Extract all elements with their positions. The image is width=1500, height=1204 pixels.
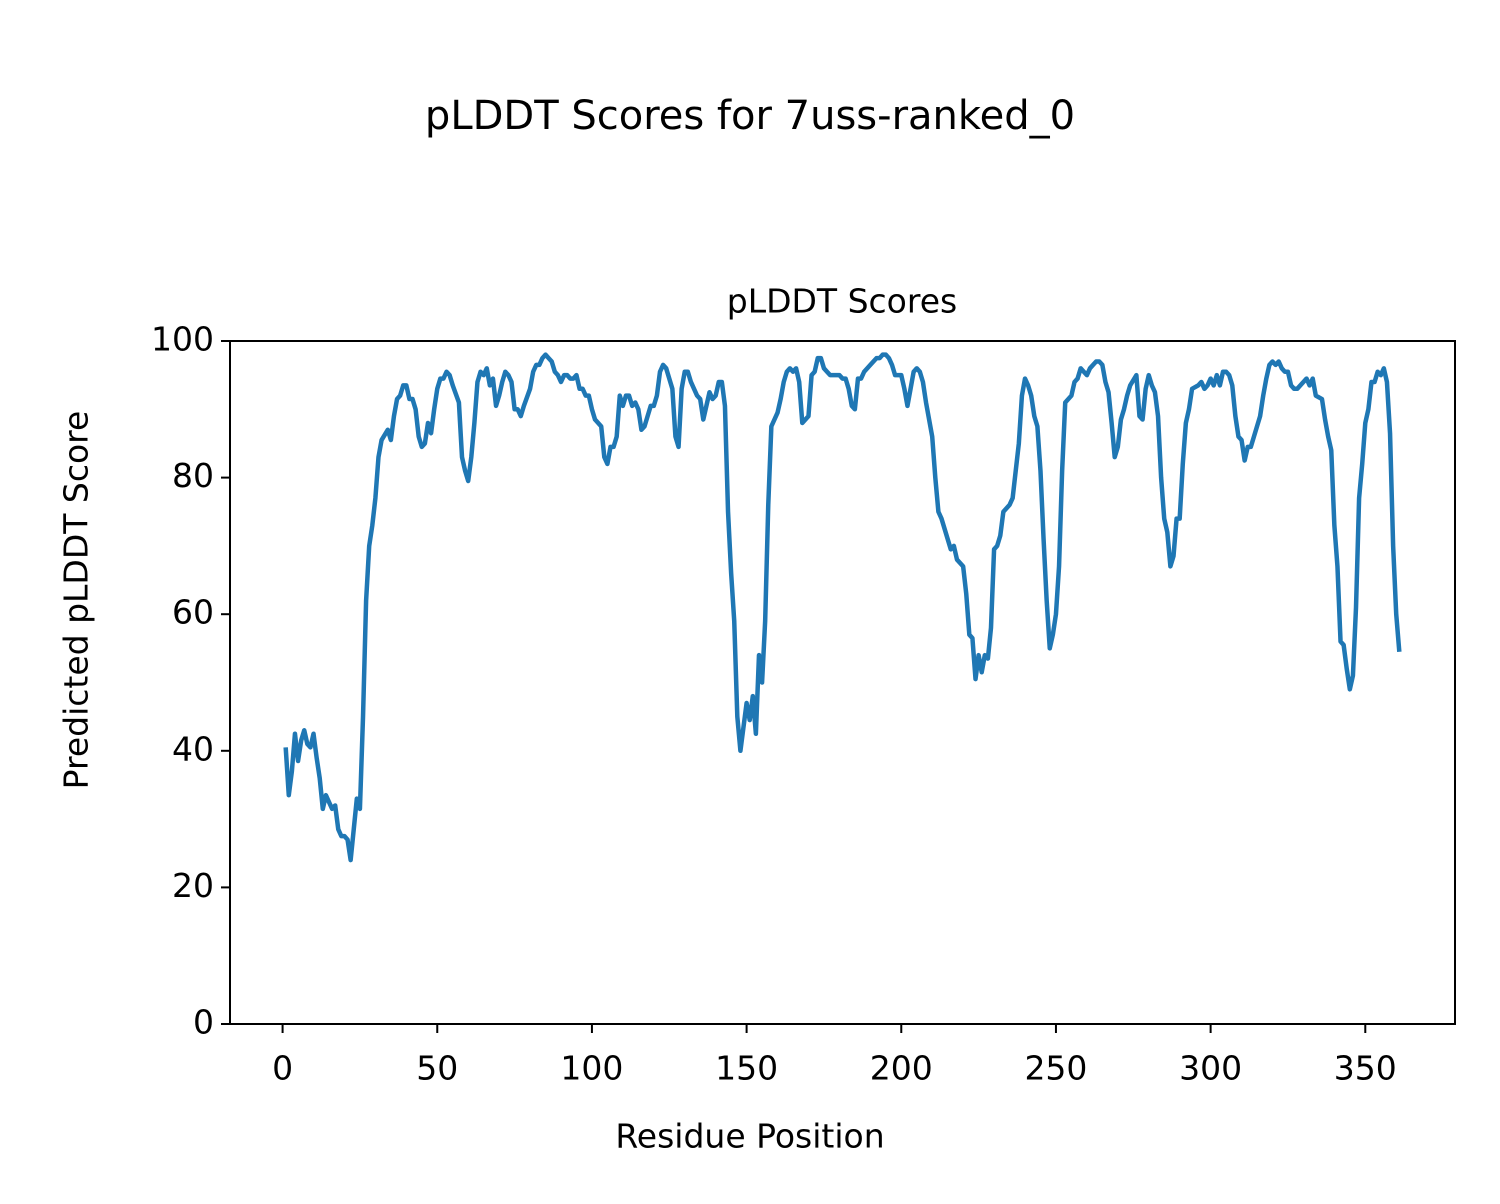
x-tick-label: 150	[715, 1049, 778, 1088]
y-tick-label: 100	[151, 320, 214, 359]
y-axis-label: Predicted pLDDT Score	[57, 411, 96, 790]
x-tick-label: 50	[416, 1049, 458, 1088]
y-tick-label: 20	[172, 866, 214, 905]
y-tick-label: 0	[193, 1003, 214, 1042]
x-axis-label: Residue Position	[615, 1117, 884, 1156]
chart-title: pLDDT Scores for 7uss-ranked_0	[425, 93, 1075, 139]
x-tick-label: 250	[1024, 1049, 1087, 1088]
axes-frame	[229, 340, 1456, 1025]
x-tick-label: 100	[560, 1049, 623, 1088]
x-tick-label: 200	[870, 1049, 933, 1088]
data-line	[283, 352, 1402, 863]
x-tick-label: 350	[1334, 1049, 1397, 1088]
x-tick-label: 0	[272, 1049, 293, 1088]
y-tick-label: 40	[172, 729, 214, 768]
axes-title: pLDDT Scores	[727, 282, 957, 321]
y-tick-label: 60	[172, 593, 214, 632]
x-tick-label: 300	[1179, 1049, 1242, 1088]
y-tick-label: 80	[172, 456, 214, 495]
